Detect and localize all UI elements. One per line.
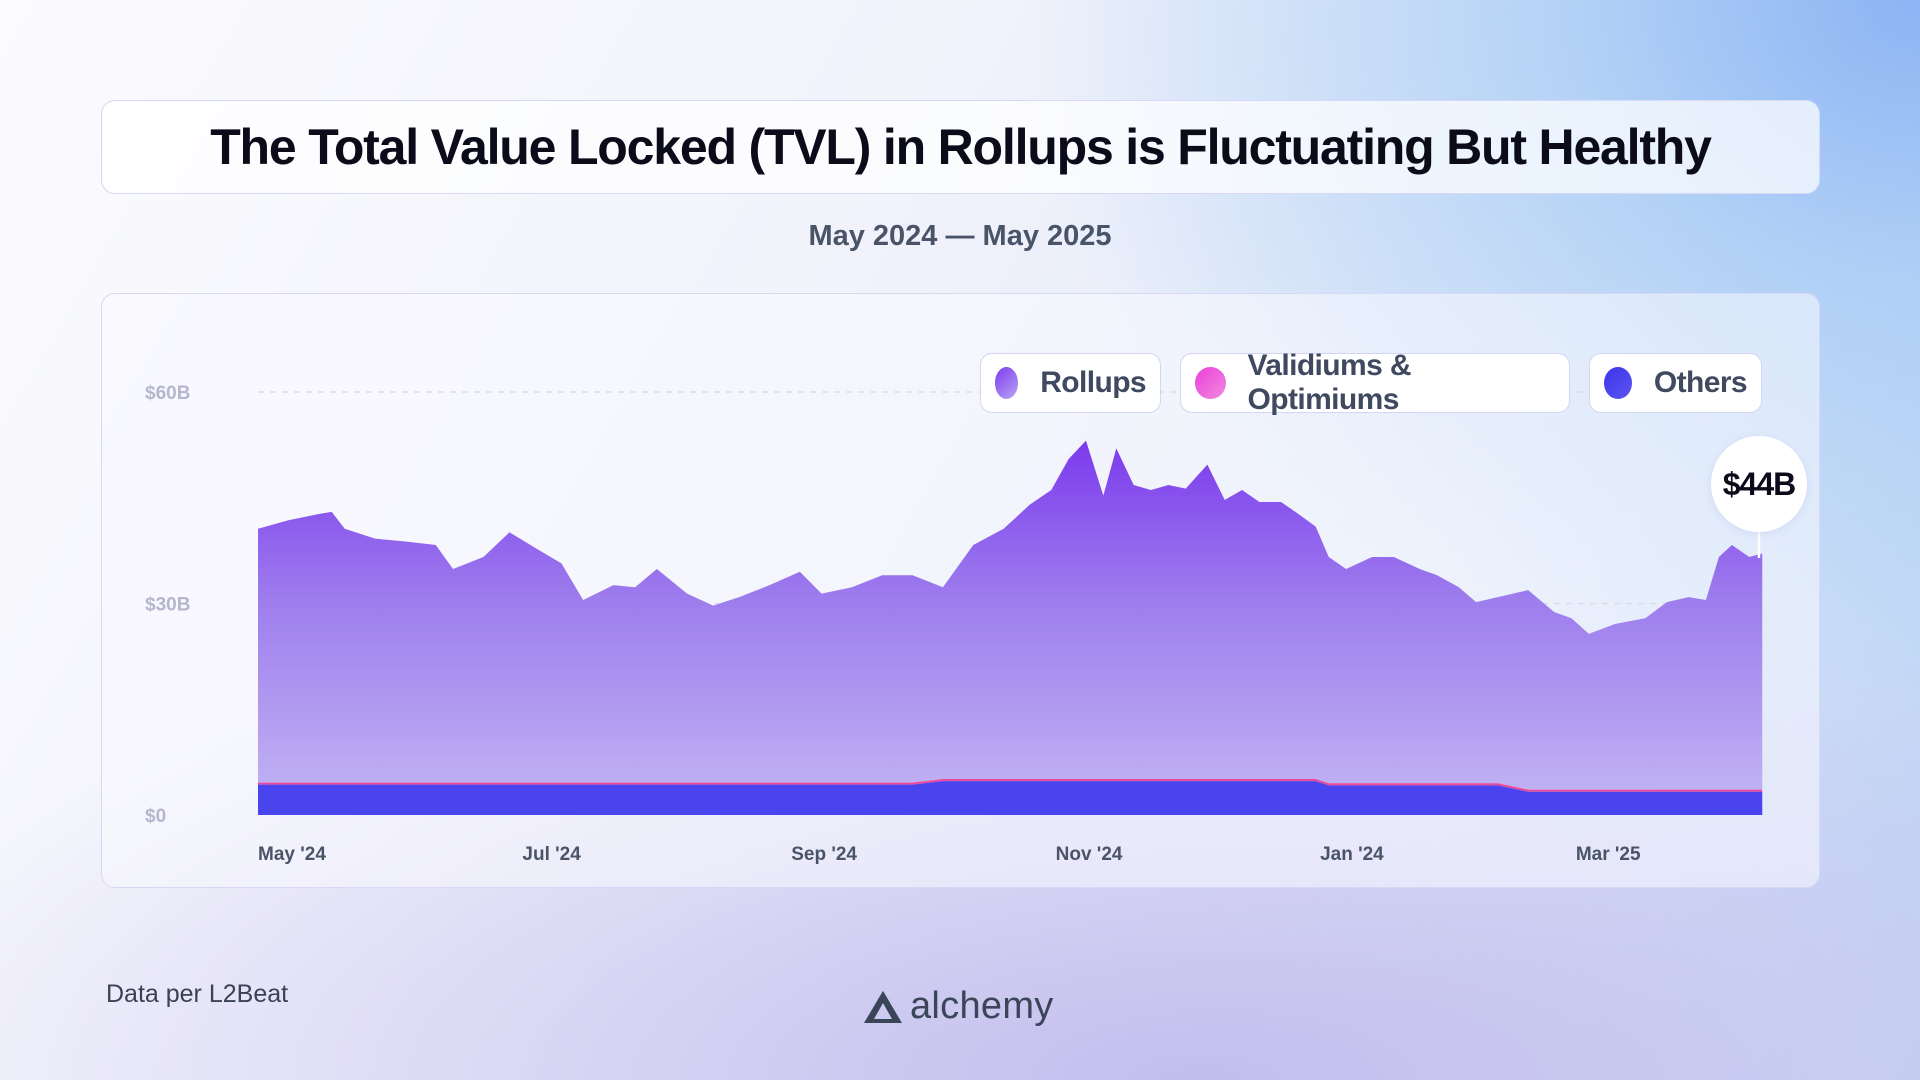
latest-value-callout: $44B — [1711, 436, 1807, 532]
others-swatch-icon — [1604, 367, 1632, 399]
legend-item-others[interactable]: Others — [1589, 353, 1762, 413]
data-source-note: Data per L2Beat — [106, 980, 289, 1008]
legend-label: Validiums & Optimiums — [1247, 349, 1412, 416]
x-tick-label: Jul '24 — [522, 844, 581, 865]
others-area — [258, 781, 1763, 815]
validiums-swatch-icon — [1195, 367, 1226, 399]
y-tick-label: $60B — [145, 383, 190, 404]
x-tick-label: Nov '24 — [1056, 844, 1123, 865]
x-tick-label: May '24 — [258, 844, 326, 865]
rollups-swatch-icon — [995, 367, 1019, 399]
legend-item-validiums[interactable]: Validiums & Optimiums — [1180, 349, 1570, 416]
chart-subtitle: May 2024 — May 2025 — [808, 220, 1112, 252]
y-tick-label: $30B — [145, 595, 190, 616]
x-tick-label: Mar '25 — [1576, 844, 1641, 865]
alchemy-logo: alchemy — [862, 985, 1054, 1028]
title-box: The Total Value Locked (TVL) in Rollups … — [101, 100, 1820, 194]
chart-title: The Total Value Locked (TVL) in Rollups … — [210, 119, 1712, 175]
legend-item-rollups[interactable]: Rollups — [980, 353, 1161, 413]
legend-label: Others — [1653, 366, 1748, 399]
alchemy-logo-icon — [864, 990, 902, 1023]
legend-label: Rollups — [1040, 366, 1146, 399]
rollups-area — [258, 440, 1763, 790]
x-tick-label: Jan '24 — [1320, 844, 1384, 865]
logo-text: alchemy — [910, 985, 1054, 1027]
y-tick-label: $0 — [145, 806, 166, 827]
x-tick-label: Sep '24 — [791, 844, 857, 865]
